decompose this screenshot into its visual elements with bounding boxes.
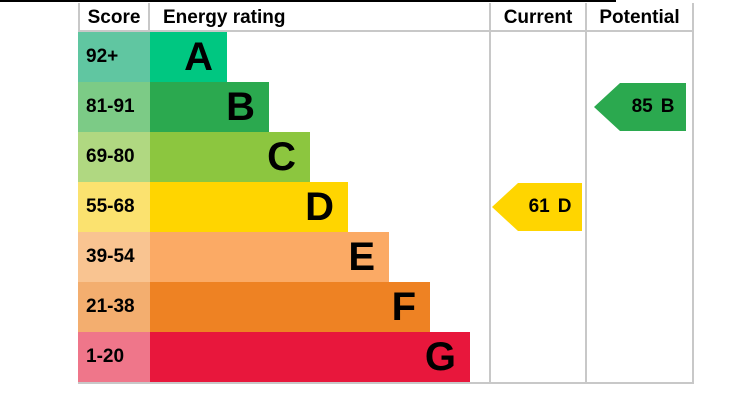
band-bar-g: G xyxy=(150,332,470,382)
band-score-range: 39-54 xyxy=(78,232,150,282)
band-score-range: 92+ xyxy=(78,32,150,82)
band-letter: D xyxy=(305,185,334,229)
current-rating-score: 61 xyxy=(528,196,550,217)
grid-line-energy-current xyxy=(489,3,491,384)
grid-line-right xyxy=(692,3,694,384)
band-bar-d: D xyxy=(150,182,348,232)
band-letter: F xyxy=(391,285,416,329)
header-score: Score xyxy=(87,7,141,28)
band-letter: G xyxy=(424,335,456,379)
band-row-c: 69-80 C xyxy=(0,132,742,182)
band-letter: B xyxy=(226,85,255,129)
band-letter: E xyxy=(348,235,375,279)
band-score-range: 81-91 xyxy=(78,82,150,132)
band-row-a: 92+ A xyxy=(0,32,742,82)
band-row-g: 1-20 G xyxy=(0,332,742,382)
bottom-border xyxy=(78,382,694,384)
top-border xyxy=(0,0,616,2)
potential-rating-band: B xyxy=(660,96,675,117)
band-bar-e: E xyxy=(150,232,389,282)
band-score-range: 21-38 xyxy=(78,282,150,332)
band-bar-c: C xyxy=(150,132,310,182)
band-row-b: 81-91 B xyxy=(0,82,742,132)
band-row-e: 39-54 E xyxy=(0,232,742,282)
current-rating-band: D xyxy=(557,196,572,217)
band-score-range: 69-80 xyxy=(78,132,150,182)
band-bar-a: A xyxy=(150,32,227,82)
band-score-range: 55-68 xyxy=(78,182,150,232)
header-energy-rating: Energy rating xyxy=(163,7,286,28)
band-bar-f: F xyxy=(150,282,430,332)
band-row-d: 55-68 D xyxy=(0,182,742,232)
band-letter: C xyxy=(267,135,296,179)
band-letter: A xyxy=(184,35,213,79)
band-bar-b: B xyxy=(150,82,269,132)
header-current: Current xyxy=(503,7,573,28)
band-score-range: 1-20 xyxy=(78,332,150,382)
header-underline xyxy=(78,30,694,32)
potential-rating-score: 85 xyxy=(631,96,653,117)
band-row-f: 21-38 F xyxy=(0,282,742,332)
grid-line-current-potential xyxy=(585,3,587,384)
header-potential: Potential xyxy=(599,7,680,28)
